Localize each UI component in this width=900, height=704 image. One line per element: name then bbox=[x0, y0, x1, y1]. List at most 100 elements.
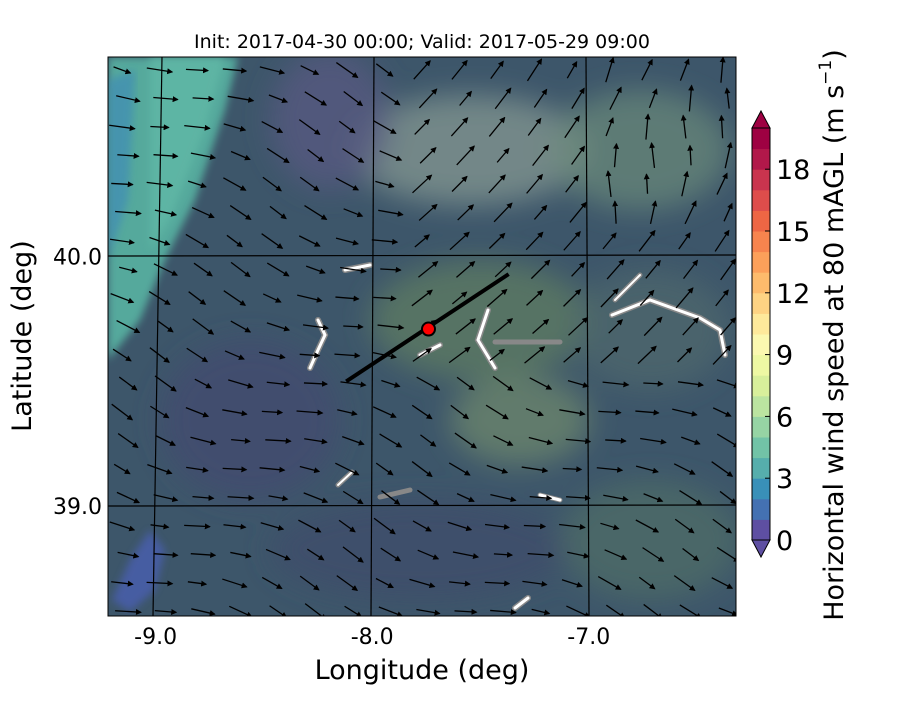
wind-vector bbox=[414, 234, 430, 248]
wind-vector bbox=[265, 437, 292, 444]
wind-vector bbox=[305, 265, 326, 274]
wind-vector bbox=[109, 521, 136, 532]
wind-vector bbox=[459, 90, 473, 106]
wind-vector bbox=[409, 578, 436, 589]
wind-vector bbox=[259, 466, 286, 473]
gridline-lon--8 bbox=[370, 57, 375, 616]
wind-vector bbox=[613, 142, 620, 168]
wind-vector bbox=[380, 91, 401, 106]
wind-vector bbox=[724, 141, 733, 169]
wind-vector bbox=[566, 605, 591, 616]
wind-vector bbox=[380, 547, 402, 562]
colorbar: 0 3 6 9 12 15 18 bbox=[751, 109, 810, 559]
colorbar-band bbox=[752, 498, 770, 520]
wind-vector bbox=[230, 551, 252, 559]
wind-vector bbox=[149, 347, 170, 363]
wind-vector bbox=[644, 113, 651, 140]
wind-vector bbox=[496, 147, 510, 163]
wind-vector bbox=[639, 289, 655, 306]
y-axis-label: Latitude (deg) bbox=[7, 240, 38, 432]
wind-vector bbox=[338, 519, 356, 533]
coastal-band-core bbox=[150, 57, 225, 250]
wind-vector bbox=[673, 463, 696, 475]
wind-vector bbox=[723, 202, 733, 222]
wind-vector bbox=[373, 517, 396, 535]
wind-vector bbox=[455, 318, 476, 335]
wind-vector bbox=[719, 490, 736, 505]
wind-vector bbox=[720, 258, 736, 281]
wind-vector bbox=[609, 86, 622, 110]
wind-vector bbox=[223, 523, 247, 530]
wind-vector bbox=[113, 463, 131, 475]
wind-vector bbox=[673, 575, 696, 591]
wind-vector bbox=[683, 259, 699, 280]
wind-vector bbox=[147, 464, 173, 475]
wind-vector bbox=[299, 176, 320, 192]
wind-vector bbox=[338, 120, 356, 134]
colorbar-tick-label: 6 bbox=[776, 402, 793, 433]
colorbar-band bbox=[752, 437, 770, 459]
wind-vector bbox=[150, 523, 170, 530]
wind-vector bbox=[566, 60, 578, 79]
x-axis-label: Longitude (deg) bbox=[315, 655, 530, 686]
wind-vector bbox=[530, 259, 551, 280]
wind-vector bbox=[223, 177, 247, 191]
wind-vector bbox=[416, 608, 441, 616]
wind-vector bbox=[300, 65, 320, 75]
y-tick-label: 40.0 bbox=[53, 246, 102, 271]
wind-vector bbox=[146, 67, 174, 75]
wind-vector bbox=[718, 114, 725, 139]
wind-vector bbox=[567, 379, 589, 388]
wind-vector bbox=[525, 231, 544, 251]
wind-vector bbox=[635, 519, 660, 533]
colorbar-band bbox=[752, 478, 770, 500]
wind-vector bbox=[724, 87, 731, 109]
wind-vector bbox=[380, 266, 402, 273]
wind-vector bbox=[266, 381, 291, 388]
wind-vector bbox=[117, 152, 140, 159]
wind-vector bbox=[486, 464, 509, 474]
wind-vector bbox=[155, 435, 176, 446]
wind-vector bbox=[492, 375, 514, 392]
wind-vector bbox=[675, 287, 694, 309]
wind-vector bbox=[192, 95, 215, 102]
wind-vector bbox=[418, 261, 439, 278]
wind-vector bbox=[635, 465, 659, 474]
wind-vector bbox=[417, 489, 440, 506]
wind-vector bbox=[296, 409, 324, 416]
wind-vector bbox=[571, 261, 586, 277]
wind-vector bbox=[451, 175, 468, 192]
wind-vector bbox=[117, 433, 139, 449]
wind-vector bbox=[712, 407, 732, 417]
wind-vector bbox=[521, 466, 549, 474]
wind-vector bbox=[230, 150, 251, 161]
wind-vector bbox=[188, 291, 207, 305]
wind-vector bbox=[417, 549, 440, 560]
wind-vector bbox=[605, 170, 612, 197]
wind-vector bbox=[566, 494, 591, 501]
wind-vector bbox=[230, 261, 251, 278]
wind-vector bbox=[223, 123, 247, 132]
wind-vector bbox=[375, 63, 394, 77]
wind-vector bbox=[532, 318, 550, 334]
wind-vector bbox=[378, 606, 404, 616]
wind-vector bbox=[420, 434, 437, 447]
wind-vector bbox=[112, 348, 132, 362]
colorbar-label-main: Horizontal wind speed at 80 mAGL (m s bbox=[819, 85, 850, 621]
wind-vector bbox=[302, 324, 329, 331]
wind-vector bbox=[716, 433, 736, 448]
wind-vector bbox=[456, 145, 475, 166]
wind-vector bbox=[304, 205, 328, 220]
wind-vector bbox=[109, 238, 135, 246]
wind-vector bbox=[449, 231, 470, 251]
wind-vector bbox=[563, 231, 581, 251]
wind-vector bbox=[450, 117, 469, 137]
wind-vector bbox=[450, 404, 470, 420]
wind-vector bbox=[109, 124, 136, 132]
wind-vector bbox=[268, 495, 289, 502]
wind-vector bbox=[456, 260, 476, 278]
wind-vector bbox=[526, 58, 543, 82]
wind-vector bbox=[604, 549, 628, 560]
wind-vector bbox=[523, 523, 547, 530]
